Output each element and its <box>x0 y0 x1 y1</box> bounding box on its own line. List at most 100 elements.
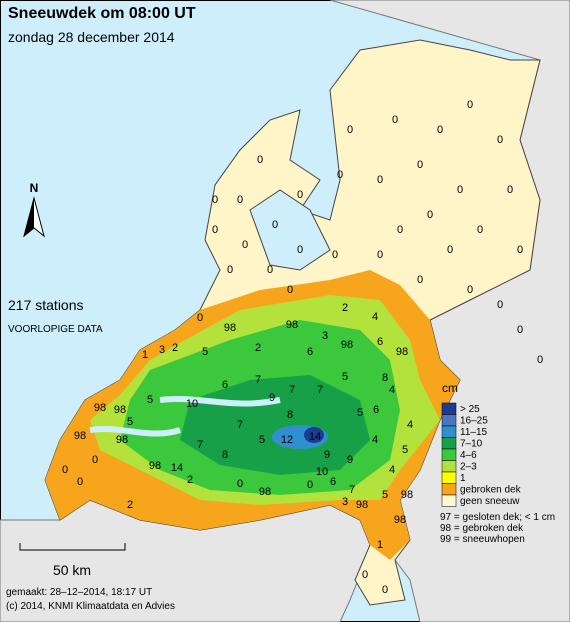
station-value: 7 <box>289 384 295 396</box>
station-value: 0 <box>517 244 523 256</box>
legend-swatch <box>441 402 457 415</box>
station-value: 2 <box>127 499 133 511</box>
station-value: 5 <box>342 371 348 383</box>
station-value: 5 <box>202 346 208 358</box>
station-value: 2 <box>342 302 348 314</box>
station-value: 0 <box>377 249 383 261</box>
station-value: 4 <box>389 464 395 476</box>
station-value: 6 <box>330 476 336 488</box>
station-value: 0 <box>212 194 218 206</box>
station-value: 0 <box>517 324 523 336</box>
north-label: N <box>30 181 39 195</box>
station-value: 7 <box>317 384 323 396</box>
footer-copyright: (c) 2014, KNMI Klimaatdata en Advies <box>6 601 175 612</box>
subtitle: zondag 28 december 2014 <box>8 29 175 45</box>
legend-label: gebroken dek <box>460 485 522 496</box>
station-value: 0 <box>337 169 343 181</box>
legend-label: > 25 <box>460 404 480 415</box>
station-value: 0 <box>237 194 243 206</box>
station-value: 9 <box>347 454 353 466</box>
station-value: 3 <box>159 344 165 356</box>
station-value: 6 <box>222 379 228 391</box>
station-value: 8 <box>222 449 228 461</box>
station-value: 0 <box>197 312 203 324</box>
station-value: 3 <box>342 496 348 508</box>
station-value: 0 <box>507 184 513 196</box>
legend-swatch <box>441 494 457 507</box>
legend-swatch <box>441 483 457 496</box>
legend-unit: cm <box>442 381 458 395</box>
station-value: 14 <box>171 462 183 474</box>
station-value: 0 <box>267 264 273 276</box>
station-value: 10 <box>186 398 198 410</box>
station-value: 98 <box>396 346 408 358</box>
station-value: 0 <box>457 184 463 196</box>
legend-label: geen sneeuw <box>460 496 520 507</box>
footer-made: gemaakt: 28–12–2014, 18:17 UT <box>6 587 152 598</box>
station-value: 0 <box>392 114 398 126</box>
station-value: 98 <box>149 460 161 472</box>
station-value: 5 <box>127 416 133 428</box>
legend-label: 4–6 <box>460 450 477 461</box>
scale-label: 50 km <box>53 562 91 578</box>
station-value: 10 <box>316 466 328 478</box>
station-value: 0 <box>287 284 293 296</box>
station-value: 98 <box>394 514 406 526</box>
station-value: 0 <box>417 274 423 286</box>
title: Sneeuwdek om 08:00 UT <box>8 5 196 22</box>
status: VOORLOPIGE DATA <box>8 324 103 335</box>
legend-label: 16–25 <box>460 416 488 427</box>
river <box>159 395 281 407</box>
station-value: 0 <box>212 224 218 236</box>
station-value: 0 <box>437 124 443 136</box>
station-value: 5 <box>259 434 265 446</box>
station-value: 0 <box>497 134 503 146</box>
scale-bar <box>19 543 126 551</box>
station-value: 0 <box>382 584 388 596</box>
station-value: 5 <box>402 444 408 456</box>
legend-label: 1 <box>460 473 466 484</box>
station-value: 9 <box>269 392 275 404</box>
station-value: 5 <box>147 394 153 406</box>
station-value: 98 <box>341 339 353 351</box>
station-value: 3 <box>322 330 328 342</box>
station-value: 5 <box>382 489 388 501</box>
station-value: 4 <box>372 434 378 446</box>
station-value: 7 <box>349 484 355 496</box>
station-value: 1 <box>377 539 383 551</box>
legend-note: 97 = gesloten dek; < 1 cm <box>440 512 555 523</box>
legend-note: 98 = gebroken dek <box>440 523 524 534</box>
station-value: 6 <box>373 404 379 416</box>
station-value: 0 <box>257 154 263 166</box>
legend-swatch <box>441 460 457 473</box>
legend-note: 99 = sneeuwhopen <box>440 534 525 545</box>
station-value: 0 <box>242 239 248 251</box>
station-value: 0 <box>362 569 368 581</box>
ijsselmeer <box>249 189 331 271</box>
station-value: 0 <box>332 249 338 261</box>
station-value: 0 <box>297 244 303 256</box>
legend-swatch <box>441 471 457 484</box>
station-value: 6 <box>377 336 383 348</box>
station-value: 7 <box>255 374 261 386</box>
station-value: 0 <box>477 224 483 236</box>
station-value: 12 <box>281 434 293 446</box>
station-value: 0 <box>467 99 473 111</box>
station-value: 0 <box>237 478 243 490</box>
station-value: 0 <box>227 264 233 276</box>
station-value: 8 <box>287 409 293 421</box>
station-value: 4 <box>372 311 378 323</box>
legend-swatch <box>441 425 457 438</box>
station-value: 4 <box>389 384 395 396</box>
north-arrow-fill <box>24 198 34 236</box>
legend-label: 2–3 <box>460 462 477 473</box>
stations-count: 217 stations <box>8 297 84 313</box>
station-value: 98 <box>259 486 271 498</box>
station-value: 98 <box>114 404 126 416</box>
station-value: 0 <box>497 299 503 311</box>
estuary <box>89 426 181 437</box>
station-value: 2 <box>187 474 193 486</box>
